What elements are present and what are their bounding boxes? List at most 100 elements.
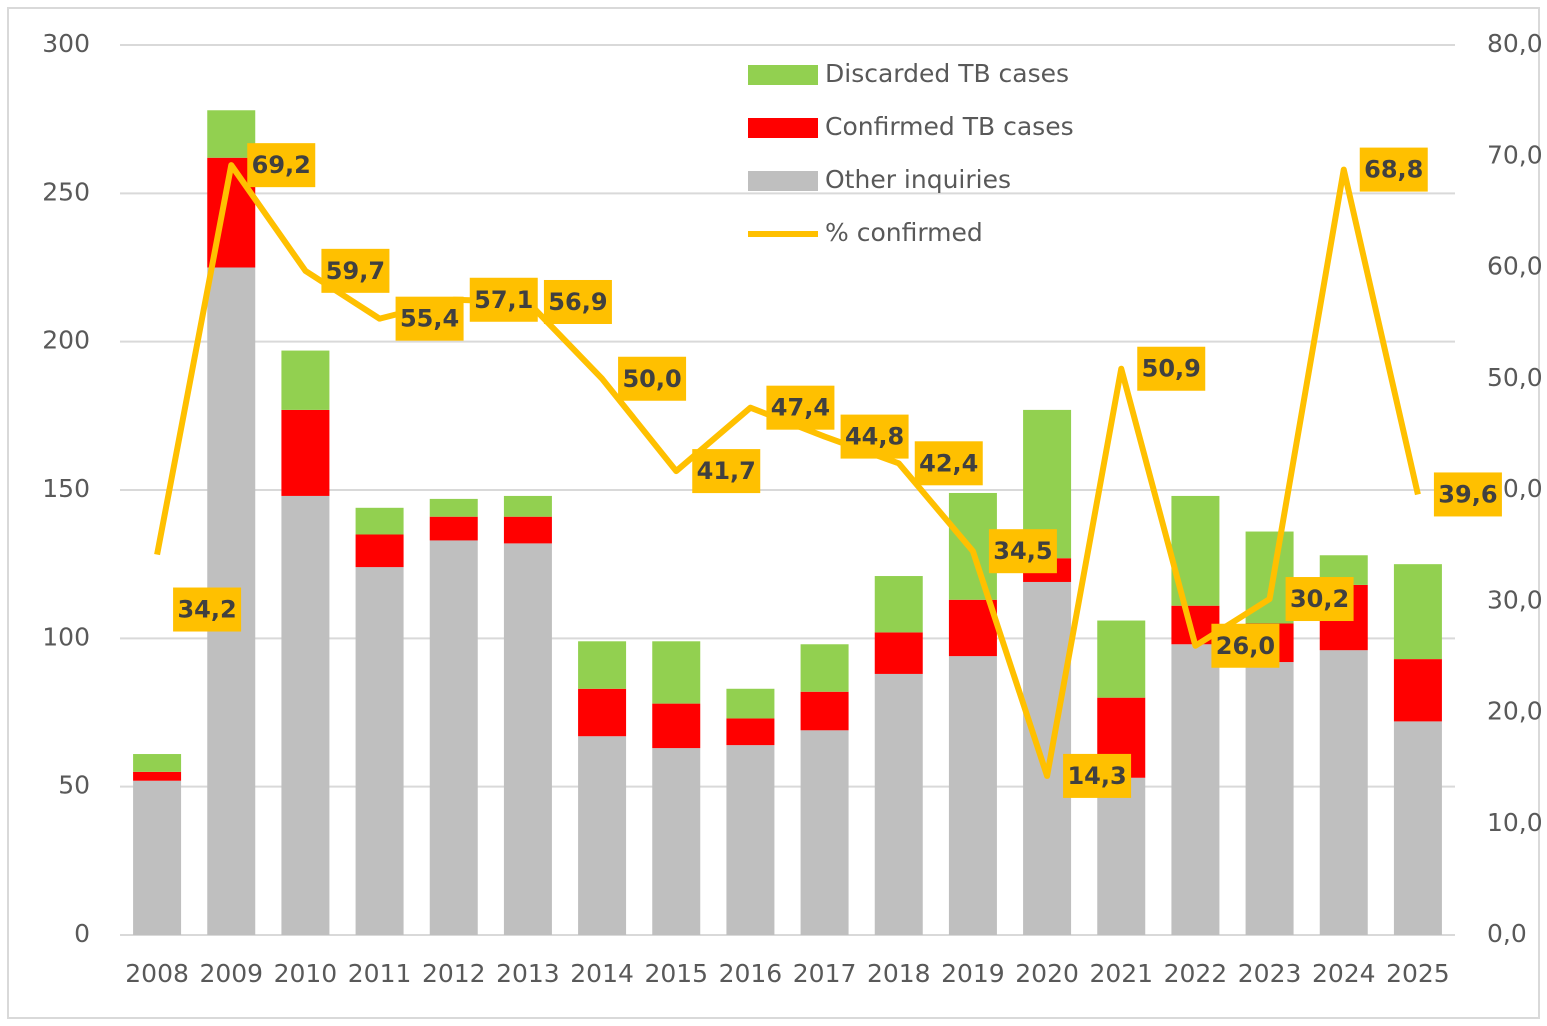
data-label: 41,7 [697, 457, 756, 485]
data-label-box [173, 587, 242, 632]
y-tick-label: 300 [42, 29, 90, 58]
data-label-box [1063, 753, 1132, 798]
y2-tick-label: 70,0 [1487, 140, 1543, 169]
bar-segment [874, 673, 923, 935]
bar-segment [133, 780, 182, 935]
y-tick-label: 250 [42, 177, 90, 206]
bar-segment [1023, 581, 1072, 935]
legend-label: Discarded TB cases [825, 59, 1069, 88]
bar-segment [800, 644, 849, 692]
bar-segment [1393, 721, 1442, 935]
bar-segment [1245, 662, 1294, 935]
bar-segment [578, 641, 627, 689]
y-tick-label: 200 [42, 326, 90, 355]
data-label: 44,8 [845, 423, 904, 451]
x-tick-label: 2022 [1164, 959, 1228, 988]
bar-segment [429, 540, 478, 935]
data-label: 47,4 [771, 394, 830, 422]
bar-segment [133, 771, 182, 781]
x-tick-label: 2020 [1015, 959, 1079, 988]
data-label: 26,0 [1216, 632, 1275, 660]
x-tick-label: 2018 [867, 959, 931, 988]
bar-segment [281, 495, 330, 935]
data-label-box [840, 414, 909, 459]
y-tick-label: 0 [74, 919, 90, 948]
data-label-box [988, 529, 1057, 574]
data-label: 57,1 [474, 286, 533, 314]
legend-swatch [748, 171, 818, 191]
data-label: 14,3 [1067, 762, 1126, 790]
x-tick-label: 2012 [422, 959, 486, 988]
y-tick-label: 150 [42, 474, 90, 503]
x-tick-label: 2017 [793, 959, 857, 988]
bar-segment [355, 534, 404, 568]
data-label-box [321, 248, 390, 293]
bar-segment [726, 688, 775, 719]
x-tick-label: 2010 [274, 959, 338, 988]
y2-tick-label: 30,0 [1487, 585, 1543, 614]
bar-segment [503, 495, 552, 517]
data-label: 59,7 [326, 257, 385, 285]
x-tick-label: 2025 [1386, 959, 1450, 988]
legend-label: Other inquiries [825, 165, 1011, 194]
bar-segment [133, 754, 182, 772]
x-tick-label: 2013 [496, 959, 560, 988]
bar-segment [355, 507, 404, 535]
x-tick-label: 2008 [125, 959, 189, 988]
data-label: 68,8 [1364, 156, 1423, 184]
legend-label: Confirmed TB cases [825, 112, 1074, 141]
data-label-box [1285, 577, 1354, 622]
data-label: 56,9 [548, 288, 607, 316]
bar-segment [652, 641, 701, 704]
x-tick-label: 2014 [570, 959, 634, 988]
data-label-box [1433, 472, 1502, 517]
legend-swatch [748, 65, 818, 85]
y-tick-label: 100 [42, 622, 90, 651]
x-tick-label: 2016 [719, 959, 783, 988]
x-tick-label: 2015 [644, 959, 708, 988]
y2-tick-label: 60,0 [1487, 252, 1543, 281]
x-tick-label: 2021 [1089, 959, 1153, 988]
bar-segment [652, 703, 701, 749]
data-label: 39,6 [1438, 480, 1497, 508]
bar-segment [281, 350, 330, 410]
x-tick-label: 2009 [199, 959, 263, 988]
data-label: 30,2 [1290, 585, 1349, 613]
bar-segment [578, 736, 627, 935]
y2-tick-label: 0,0 [1487, 919, 1527, 948]
bar-segment [1393, 659, 1442, 722]
bar-segment [874, 632, 923, 674]
bar-segment [726, 718, 775, 746]
data-label-box [543, 279, 612, 324]
bar-segment [652, 748, 701, 935]
data-label-box [618, 356, 687, 401]
data-label: 69,2 [252, 151, 311, 179]
data-label: 42,4 [919, 449, 978, 477]
x-tick-label: 2019 [941, 959, 1005, 988]
x-tick-label: 2023 [1238, 959, 1302, 988]
data-label-box [469, 277, 538, 322]
data-label: 50,9 [1142, 355, 1201, 383]
bar-segment [503, 516, 552, 544]
legend-swatch [748, 118, 818, 138]
data-label-box [1359, 147, 1428, 192]
bar-segment [948, 656, 997, 935]
bar-segment [503, 543, 552, 935]
y2-tick-label: 50,0 [1487, 363, 1543, 392]
legend-label: % confirmed [825, 218, 983, 247]
bar-segment [1097, 620, 1146, 698]
data-label: 55,4 [400, 305, 459, 333]
bar-segment [800, 691, 849, 731]
y2-tick-label: 20,0 [1487, 697, 1543, 726]
data-label-box [247, 143, 316, 188]
y-tick-label: 50 [58, 771, 90, 800]
data-label-box [692, 449, 761, 494]
data-label: 34,2 [177, 596, 236, 624]
x-tick-label: 2024 [1312, 959, 1376, 988]
data-label: 34,5 [993, 537, 1052, 565]
bar-segment [1393, 564, 1442, 660]
data-label-box [395, 296, 464, 341]
bar-segment [578, 688, 627, 737]
bar-segment [726, 745, 775, 935]
